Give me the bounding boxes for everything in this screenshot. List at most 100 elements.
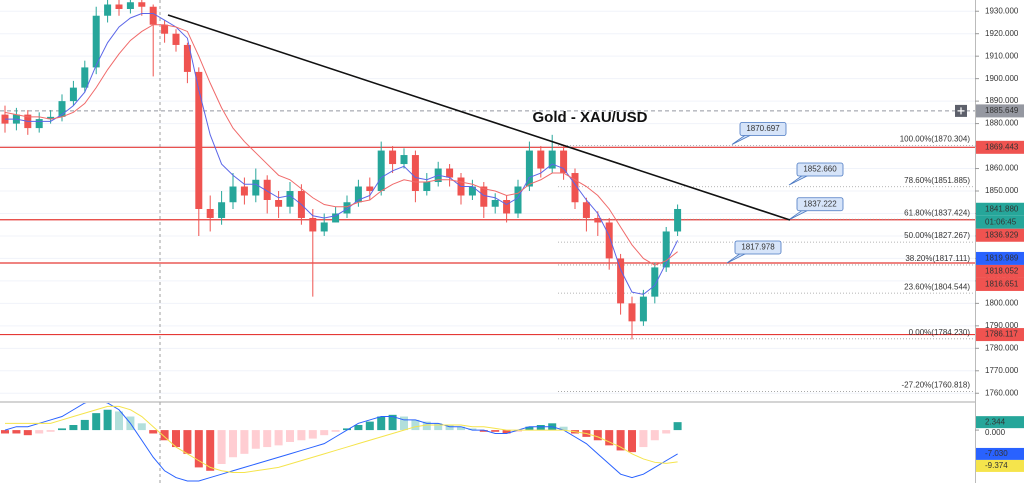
price-axis: 1930.000 1920.000 1910.000 1900.000 1890.000… <box>955 6 1024 472</box>
callout-box <box>796 197 844 212</box>
badge-bg <box>976 140 1024 154</box>
macd-histogram-bar <box>69 425 78 431</box>
candle-body <box>400 155 408 165</box>
candle-body <box>411 155 419 192</box>
candle-body <box>537 150 545 169</box>
badge-label: 1819.989 <box>985 254 1019 263</box>
macd-histogram-bar <box>172 430 180 448</box>
y-tick-label: 1890.000 <box>985 96 1019 105</box>
candle-body <box>605 222 613 259</box>
candle-body <box>480 186 488 207</box>
candle-body <box>525 150 533 187</box>
macd-histogram-bar <box>308 430 317 439</box>
callout-label: 1837.222 <box>803 199 837 208</box>
grid <box>0 10 975 394</box>
candle-body <box>503 200 511 214</box>
macd-line <box>4 403 678 482</box>
candle-body <box>172 33 180 45</box>
macd-histogram-bar <box>240 430 249 454</box>
badge-bg <box>976 277 1024 291</box>
macd-histogram-bar <box>297 430 306 441</box>
candle-body <box>423 182 431 192</box>
badge-label: 1816.651 <box>985 280 1019 289</box>
fib-label: 50.00%(1827.267) <box>904 231 970 240</box>
add-icon <box>957 107 965 115</box>
macd-histogram-bar <box>650 430 659 441</box>
candle-body <box>639 296 647 322</box>
badge-label: 1841.880 <box>985 204 1019 213</box>
macd-badge <box>976 459 1024 472</box>
macd-histogram-bar <box>137 423 146 431</box>
macd-histogram-bar <box>92 413 101 431</box>
candle-body <box>218 202 226 218</box>
price-badge: 1818.052 <box>976 264 1024 278</box>
callout-pointer <box>731 134 753 145</box>
levels: 100.00%(1870.304) 78.60%(1851.885) 61.80%(… <box>0 110 975 392</box>
macd-histogram-bar <box>183 430 192 454</box>
macd-badge-label: -7.030 <box>985 449 1008 458</box>
macd-histogram-bar <box>502 430 511 434</box>
macd-histogram-bar <box>12 430 21 434</box>
macd-histogram-bar <box>229 430 237 458</box>
candles <box>1 0 682 340</box>
callout-label: 1852.660 <box>803 165 837 174</box>
candle-body <box>115 4 123 9</box>
macd-histogram-bar <box>286 430 294 442</box>
candle-body <box>47 116 55 120</box>
macd-histogram-bar <box>377 416 386 431</box>
fib-label: 23.60%(1804.544) <box>904 282 970 291</box>
y-tick-label: 1900.000 <box>985 74 1019 83</box>
candle-body <box>377 150 385 192</box>
price-badge: 1786.117 <box>976 328 1024 342</box>
candle-body <box>617 258 625 304</box>
callout-label: 1870.697 <box>746 124 780 133</box>
macd-histogram-bar <box>343 428 351 431</box>
fib-label: 100.00%(1870.304) <box>900 134 971 143</box>
macd-histogram-bar <box>194 430 203 468</box>
candle-body <box>366 186 374 192</box>
price-badge: 1819.989 <box>976 251 1024 265</box>
candle-body <box>195 71 203 209</box>
badge-label: 1786.117 <box>985 330 1018 339</box>
candle-body <box>149 6 157 25</box>
y-tick-label: 1760.000 <box>985 388 1019 397</box>
macd-histogram-bar <box>217 430 226 465</box>
candle-body <box>206 208 214 218</box>
candle-body <box>309 217 317 232</box>
callout-box <box>796 162 844 177</box>
candle-body <box>286 191 294 207</box>
price-badge: 1836.929 <box>976 228 1024 242</box>
price-badge: 1869.443 <box>976 140 1024 154</box>
candle-body <box>332 213 340 223</box>
candle-body <box>560 150 568 174</box>
callout-box <box>734 240 782 255</box>
badge-bg <box>976 104 1024 118</box>
macd-histogram-bar <box>605 430 614 446</box>
candle-body <box>548 150 556 169</box>
fib-label: 38.20%(1817.111) <box>905 254 970 263</box>
y-tick-label: 1880.000 <box>985 119 1019 128</box>
y-tick-label: 1930.000 <box>985 6 1019 15</box>
macd-histogram-bar <box>491 430 500 432</box>
macd-histogram-bar <box>422 421 431 431</box>
candle-body <box>263 179 271 200</box>
y-tick-label: 1790.000 <box>985 321 1019 330</box>
macd-histogram-bar <box>514 430 522 432</box>
candle-body <box>354 186 362 203</box>
macd-histogram-bar <box>536 425 545 431</box>
candle-body <box>628 303 636 322</box>
macd-histogram-bar <box>80 419 89 431</box>
price-badge: 1885.649 <box>976 104 1024 118</box>
macd-badge <box>976 416 1024 429</box>
badge-label: 1818.052 <box>985 267 1019 276</box>
macd-badge-label: 2.344 <box>985 417 1006 426</box>
fib-label: 0.00%(1784.230) <box>909 328 971 337</box>
candle-body <box>126 2 134 9</box>
y-tick-label: 1910.000 <box>985 51 1019 60</box>
macd-histogram-bar <box>388 414 397 431</box>
macd-histogram-bar <box>479 430 488 432</box>
candle-body <box>571 173 579 203</box>
candle-body <box>275 200 283 207</box>
macd-badge <box>976 447 1024 460</box>
